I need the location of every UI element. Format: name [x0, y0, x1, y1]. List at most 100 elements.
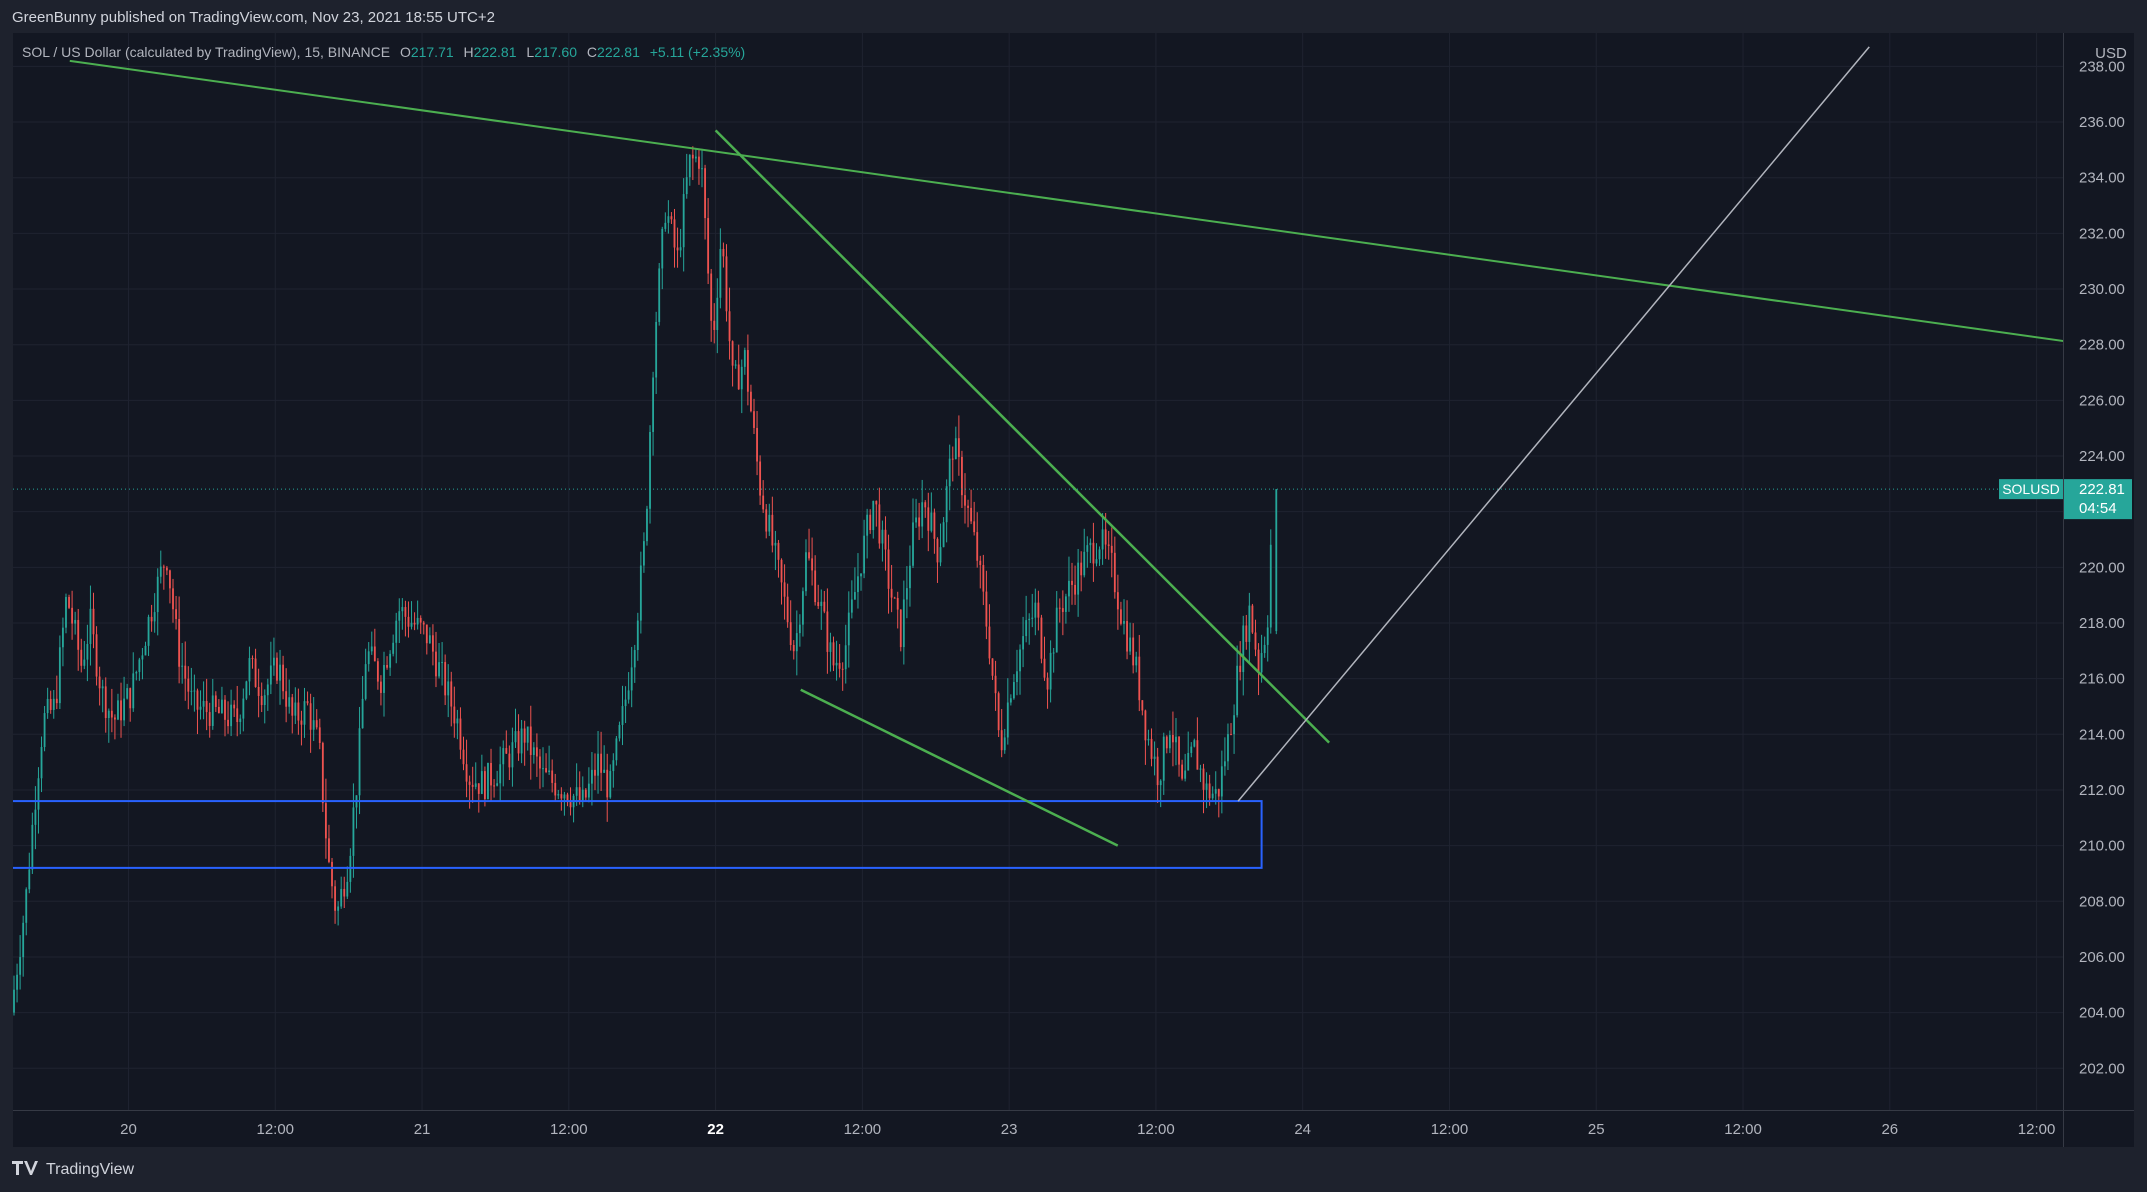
candle-body [1135, 656, 1138, 666]
candle-body [410, 622, 413, 627]
candle-body [912, 522, 914, 566]
candle-body [1031, 617, 1034, 619]
time-tick-label: 24 [1294, 1121, 1311, 1138]
candle-body [376, 661, 379, 682]
price-tick-label: 226.00 [2079, 392, 2125, 409]
candle-body [71, 607, 74, 624]
candle-body [438, 662, 440, 677]
wedge-top-line [714, 129, 1331, 744]
candle-body [334, 886, 336, 911]
drawings[interactable] [13, 46, 2090, 869]
candle-body [303, 701, 306, 725]
candle-body [263, 695, 266, 706]
candle-body [976, 532, 979, 561]
candle-body [291, 697, 294, 716]
candle-body [909, 565, 911, 589]
candle-body [811, 558, 814, 571]
wedge-bottom-line [800, 688, 1119, 847]
footer-brand[interactable]: TradingView [12, 1160, 134, 1180]
candle-body [343, 888, 346, 897]
candle-body [187, 678, 190, 692]
candle-body [734, 364, 737, 366]
candle-body [1003, 737, 1006, 751]
candle-body [358, 728, 361, 796]
candle-body [1034, 602, 1037, 618]
candle-body [808, 552, 810, 559]
candle-body [1141, 700, 1144, 711]
candle-body [1233, 715, 1235, 735]
candle-body [383, 664, 385, 693]
candle-body [973, 521, 976, 533]
candle-body [1068, 580, 1070, 597]
candle-body [1227, 734, 1229, 762]
candles [13, 146, 1278, 1016]
candle-body [792, 644, 795, 652]
candle-body [453, 706, 456, 724]
candle-body [970, 507, 973, 522]
candle-body [765, 509, 768, 532]
candle-body [361, 698, 364, 729]
candle-body [86, 643, 89, 660]
candle-body [1006, 702, 1009, 738]
candle-body [945, 486, 948, 523]
candle-body [251, 658, 254, 660]
candle-body [753, 411, 755, 428]
price-tick-label: 228.00 [2079, 337, 2125, 354]
candle-body [997, 693, 1000, 731]
candle-body [594, 769, 596, 776]
candle-body [606, 769, 609, 798]
candle-body [282, 664, 285, 692]
candle-body [1009, 698, 1012, 703]
price-tick-label: 218.00 [2079, 615, 2125, 632]
candle-body [230, 704, 233, 727]
symbol-legend[interactable]: SOL / US Dollar (calculated by TradingVi… [22, 44, 745, 60]
candle-body [306, 701, 309, 704]
candle-body [68, 597, 70, 608]
candle-body [535, 747, 538, 757]
candle-body [58, 647, 61, 704]
candle-body [658, 268, 661, 322]
published-header: GreenBunny published on TradingView.com,… [12, 9, 495, 26]
candle-body [936, 538, 939, 563]
price-tick-label: 230.00 [2079, 281, 2125, 298]
chart-area[interactable]: USD 238.00 236.00 234.00 232.00 230.00 228.00 2… [13, 33, 2134, 1147]
candle-body [444, 662, 447, 696]
candle-body [175, 609, 177, 619]
candle-body [450, 681, 453, 707]
price-tick-label: 206.00 [2079, 949, 2125, 966]
candle-body [193, 690, 196, 692]
candle-body [915, 517, 917, 523]
candle-body [312, 720, 315, 730]
candle-body [927, 507, 930, 531]
high-value: 222.81 [473, 44, 517, 60]
candle-body [890, 588, 893, 598]
candle-body [471, 784, 474, 787]
candle-body [337, 906, 340, 911]
candle-body [217, 706, 220, 714]
candle-body [1132, 637, 1135, 666]
candle-body [646, 508, 648, 542]
candle-body [1181, 764, 1184, 779]
candle-body [924, 502, 927, 508]
candle-body [869, 514, 872, 531]
candle-body [716, 297, 719, 330]
candle-body [16, 974, 18, 990]
symbol-price-tag [1999, 479, 2063, 500]
candle-body [370, 646, 373, 652]
candle-body [147, 616, 150, 646]
candle-body [523, 728, 526, 743]
candle-body [737, 364, 740, 390]
candle-body [517, 731, 520, 754]
candle-body [89, 608, 92, 644]
candle-body [612, 760, 615, 772]
candle-body [649, 431, 651, 509]
candle-body [539, 756, 541, 769]
candle-body [208, 712, 211, 726]
candle-body [575, 787, 578, 796]
candle-body [961, 456, 963, 496]
candle-body [1263, 644, 1266, 654]
candle-body [1126, 621, 1128, 652]
symbol-text[interactable]: SOL / US Dollar (calculated by TradingVi… [22, 44, 391, 60]
candle-body [43, 713, 46, 748]
